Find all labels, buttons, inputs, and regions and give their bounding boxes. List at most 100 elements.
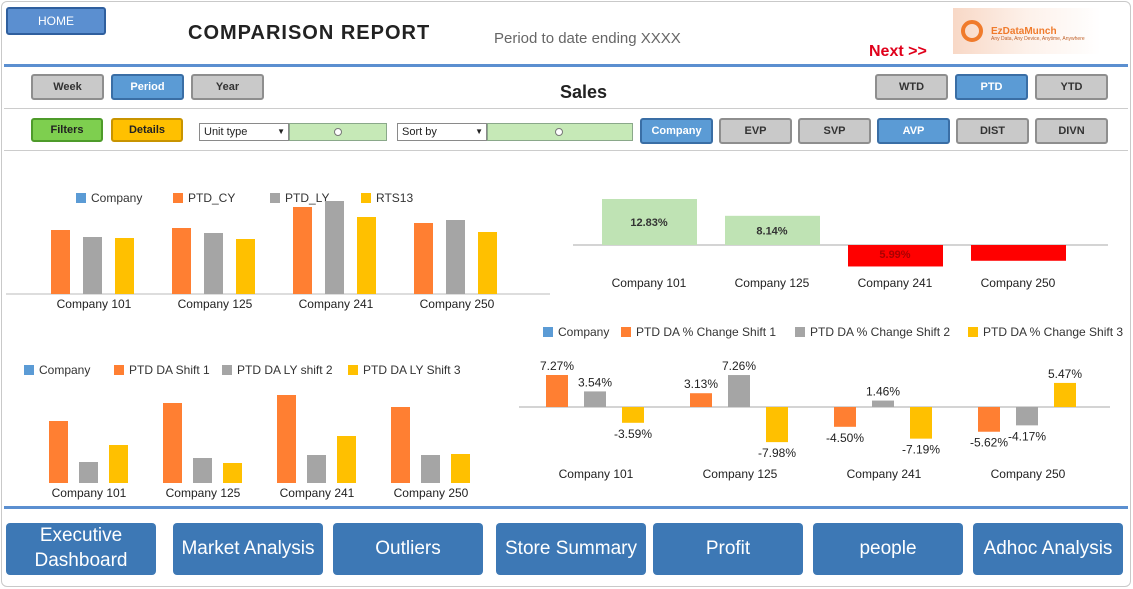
x-tick-label: Company 101: [559, 467, 634, 481]
nav-market-analysis-button[interactable]: Market Analysis: [173, 523, 323, 575]
next-link[interactable]: Next >>: [869, 43, 927, 60]
bar-ptd-cy-company-241: [293, 207, 312, 294]
nav-executive-dashboard-button[interactable]: Executive Dashboard: [6, 523, 156, 575]
section-title: Sales: [560, 82, 608, 102]
bar-ptd-da-shift-1-company-241: [277, 395, 296, 483]
bar-pct-change-company-241: [848, 245, 943, 267]
data-label: 7.26%: [722, 359, 756, 373]
nav-people-button[interactable]: people: [813, 523, 963, 575]
nav-profit-button[interactable]: Profit: [653, 523, 803, 575]
legend-swatch-ptd-da-change-shift-1: [621, 327, 631, 337]
da-pct-change-chart: Company PTD DA % Change Shift 1 PTD DA % C…: [519, 325, 1123, 481]
unit-type-label: Unit type: [204, 126, 248, 138]
legend-swatch-ptd-cy: [173, 193, 183, 203]
nav-outliers-button[interactable]: Outliers: [333, 523, 483, 575]
x-tick-label: Company 101: [612, 276, 687, 290]
unit-type-slider[interactable]: [289, 123, 387, 141]
data-label: 8.14%: [756, 225, 787, 237]
bar-pct-change-company-250: [971, 245, 1066, 261]
range-wtd-button[interactable]: WTD: [875, 74, 948, 100]
legend-label-company: Company: [558, 325, 609, 339]
sales-comparison-chart: Company PTD_CY PTD_LY RTS13 Company 101 Compa…: [6, 191, 550, 311]
sort-by-dropdown[interactable]: Sort by ▼: [397, 123, 487, 141]
x-tick-label: Company 241: [299, 297, 374, 311]
bar-ptd-da-ly-shift-2-company-250: [421, 455, 440, 483]
page-title: COMPARISON REPORT: [188, 22, 431, 44]
bar-ptd-ly-company-250: [446, 220, 465, 294]
nav-adhoc-analysis-button[interactable]: Adhoc Analysis: [973, 523, 1123, 575]
legend-swatch-ptd-ly: [270, 193, 280, 203]
header-divider: [4, 64, 1128, 67]
bar-ptd-ly-company-241: [325, 201, 344, 294]
x-tick-label: Company 125: [703, 467, 778, 481]
nav-store-summary-button[interactable]: Store Summary: [496, 523, 646, 575]
bar-ptd-da-shift-1-company-125: [163, 403, 182, 483]
data-label: -4.17%: [1008, 429, 1046, 443]
legend-label-company: Company: [91, 191, 142, 205]
sort-by-slider[interactable]: [487, 123, 633, 141]
home-button[interactable]: HOME: [6, 7, 106, 35]
bar-rts13-company-250: [478, 232, 497, 294]
gear-icon: [961, 20, 983, 42]
bar-ptd-da-shift-1-company-250: [391, 407, 410, 483]
legend-label-ptd-da-ly-shift-2: PTD DA LY shift 2: [237, 363, 333, 377]
bar-ptd-ly-company-125: [204, 233, 223, 294]
bar-ptd-da-change-shift-2-company-241: [872, 400, 894, 407]
legend-label-ptd-da-change-shift-3: PTD DA % Change Shift 3: [983, 325, 1123, 339]
x-tick-label: Company 250: [981, 276, 1056, 290]
x-tick-label: Company 125: [178, 297, 253, 311]
bar-ptd-da-ly-shift-3-company-241: [337, 436, 356, 483]
slider-handle[interactable]: [334, 128, 342, 136]
company-logo: EzDataMunch Any Data, Any Device, Anytim…: [953, 8, 1101, 54]
level-company-button[interactable]: Company: [640, 118, 713, 144]
legend-swatch-ptd-da-change-shift-3: [968, 327, 978, 337]
bar-ptd-da-change-shift-1-company-250: [978, 407, 1000, 432]
x-tick-label: Company 250: [420, 297, 495, 311]
x-tick-label: Company 125: [166, 486, 241, 500]
bar-ptd-da-shift-1-company-101: [49, 421, 68, 483]
level-evp-button[interactable]: EVP: [719, 118, 792, 144]
level-dist-button[interactable]: DIST: [956, 118, 1029, 144]
data-label: -5.62%: [970, 436, 1008, 450]
data-label: 12.83%: [630, 217, 668, 229]
legend-label-company: Company: [39, 363, 90, 377]
x-tick-label: Company 101: [52, 486, 127, 500]
chevron-down-icon: ▼: [277, 127, 285, 136]
legend-swatch-ptd-da-ly-shift-3: [348, 365, 358, 375]
unit-type-dropdown[interactable]: Unit type ▼: [199, 123, 289, 141]
legend-swatch-ptd-da-shift-1: [114, 365, 124, 375]
data-label: -4.50%: [826, 431, 864, 445]
legend-label-ptd-da-change-shift-1: PTD DA % Change Shift 1: [636, 325, 776, 339]
bar-ptd-da-change-shift-3-company-101: [622, 407, 644, 423]
filters-button[interactable]: Filters: [31, 118, 103, 142]
sort-by-label: Sort by: [402, 126, 437, 138]
bar-pct-change-company-101: [602, 199, 697, 245]
bar-ptd-da-ly-shift-2-company-125: [193, 458, 212, 483]
time-week-button[interactable]: Week: [31, 74, 104, 100]
x-tick-label: Company 250: [991, 467, 1066, 481]
level-divn-button[interactable]: DIVN: [1035, 118, 1108, 144]
level-svp-button[interactable]: SVP: [798, 118, 871, 144]
x-tick-label: Company 241: [280, 486, 355, 500]
data-label: 3.54%: [578, 375, 612, 389]
slider-handle[interactable]: [555, 128, 563, 136]
da-shift-chart: Company PTD DA Shift 1 PTD DA LY shift 2 PT…: [24, 363, 470, 500]
data-label: -3.59%: [614, 427, 652, 441]
time-period-button[interactable]: Period: [111, 74, 184, 100]
data-label: 5.47%: [1048, 367, 1082, 381]
legend-label-ptd-ly: PTD_LY: [285, 191, 329, 205]
legend-label-ptd-da-change-shift-2: PTD DA % Change Shift 2: [810, 325, 950, 339]
level-avp-button[interactable]: AVP: [877, 118, 950, 144]
bar-ptd-da-change-shift-1-company-101: [546, 375, 568, 407]
bar-ptd-da-change-shift-3-company-250: [1054, 382, 1076, 407]
bar-ptd-da-change-shift-3-company-125: [766, 407, 788, 443]
bar-ptd-da-ly-shift-3-company-125: [223, 463, 242, 483]
details-button[interactable]: Details: [111, 118, 183, 142]
x-tick-label: Company 241: [858, 276, 933, 290]
data-label: 7.27%: [540, 359, 574, 373]
range-ytd-button[interactable]: YTD: [1035, 74, 1108, 100]
time-year-button[interactable]: Year: [191, 74, 264, 100]
logo-tagline: Any Data, Any Device, Anytime, Anywhere: [991, 36, 1085, 42]
range-ptd-button[interactable]: PTD: [955, 74, 1028, 100]
